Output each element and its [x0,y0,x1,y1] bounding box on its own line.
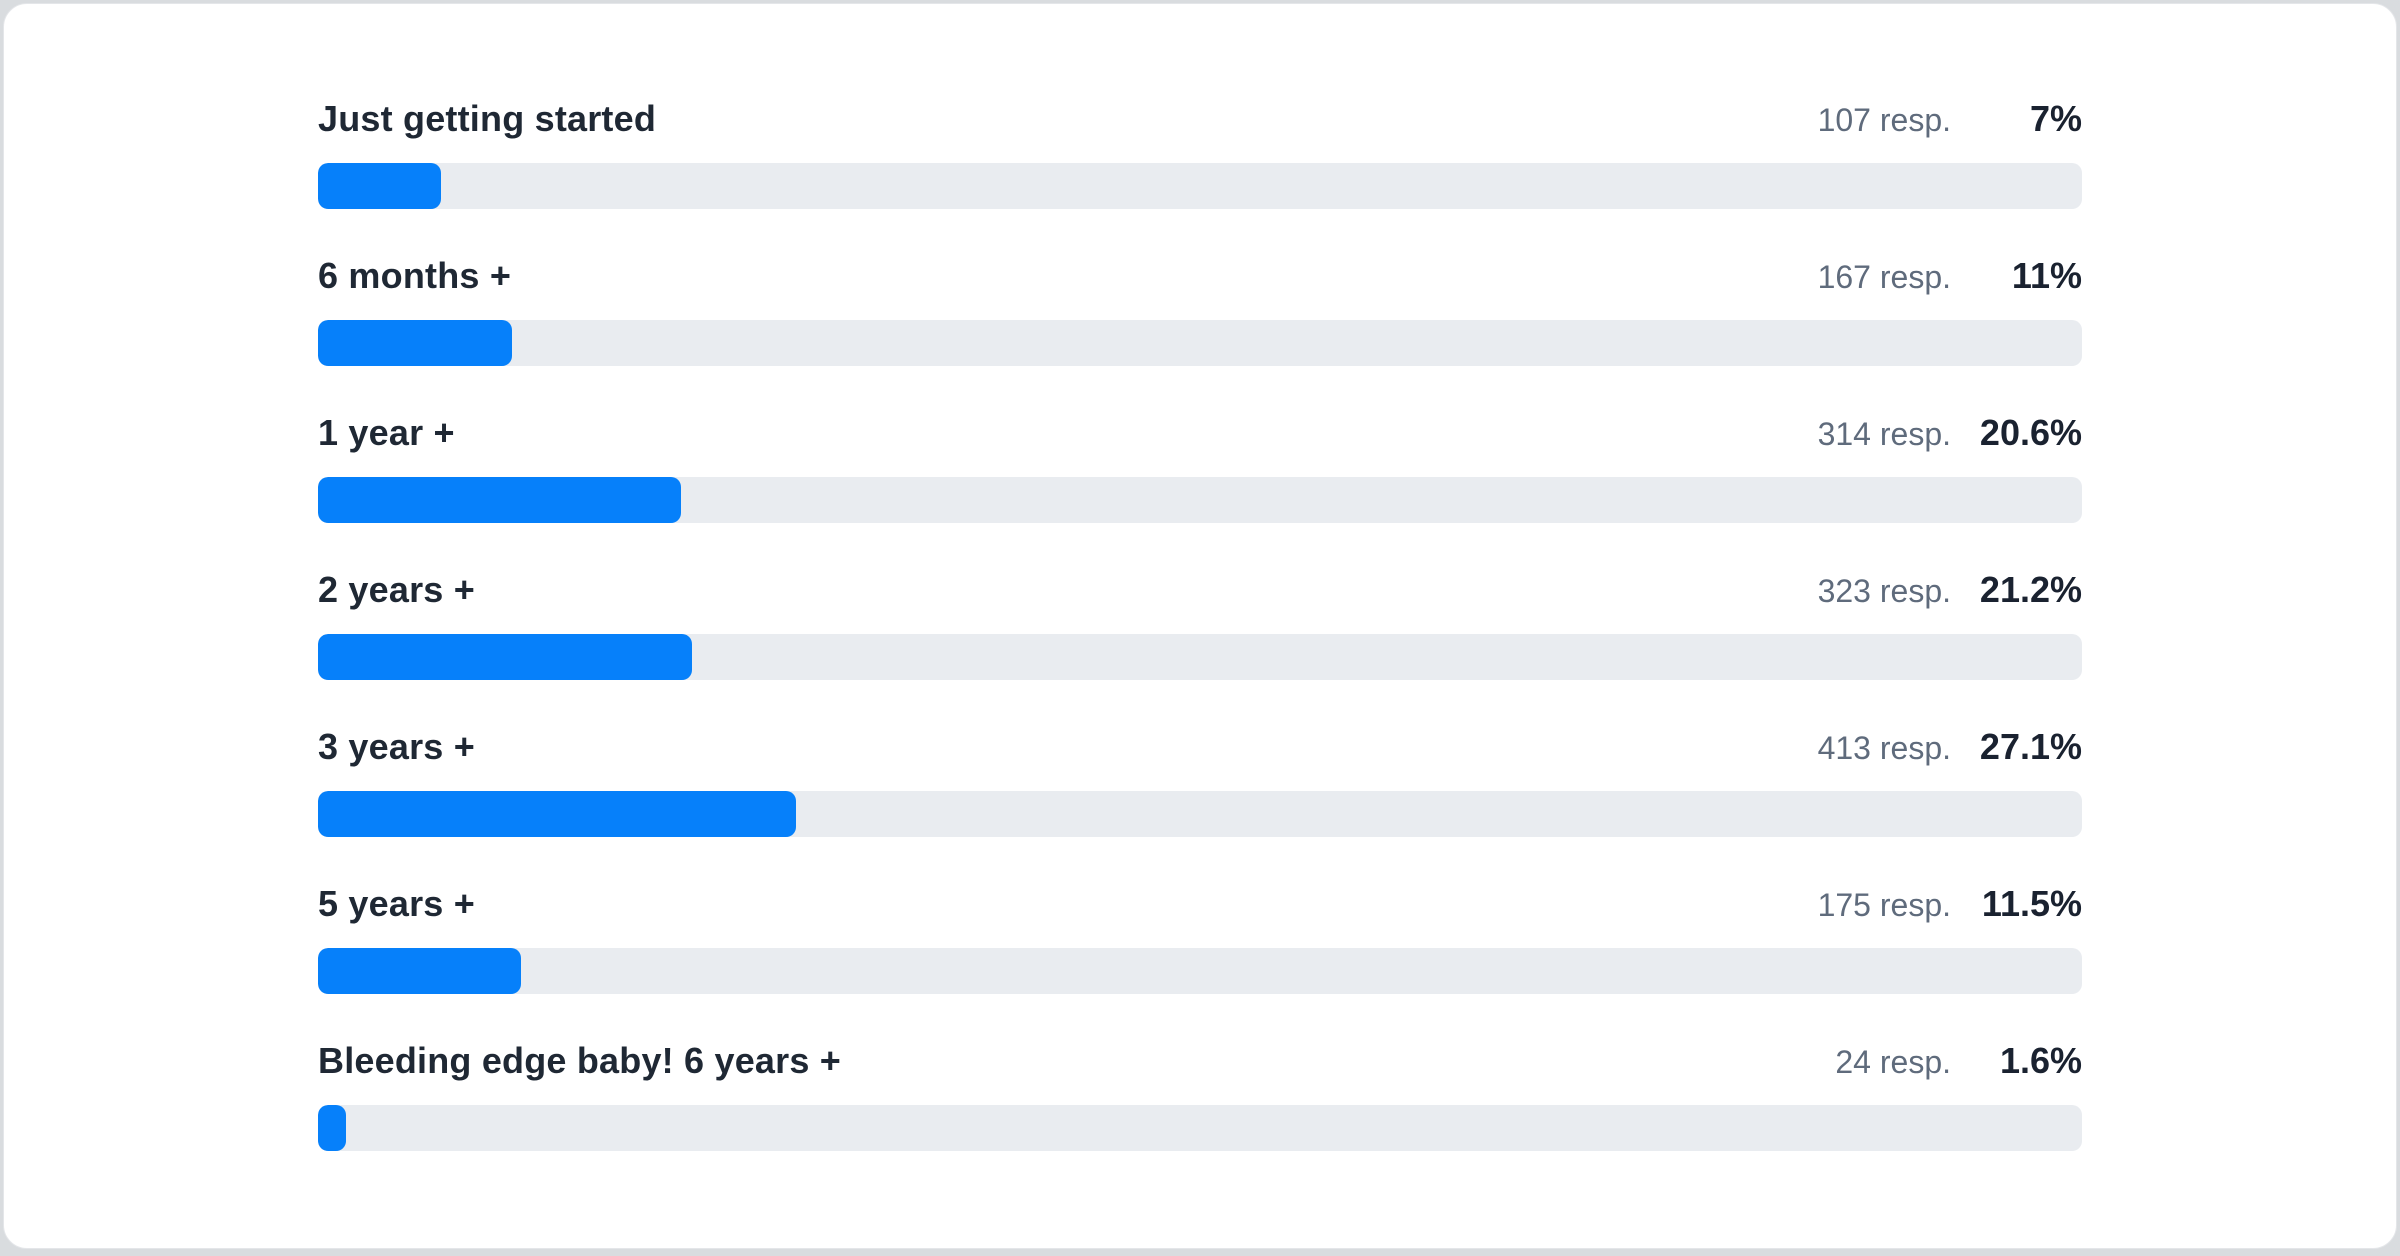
survey-results-card: Just getting started 107 resp. 7% 6 mont… [3,3,2397,1249]
poll-option-row: 3 years + 413 resp. 27.1% [318,724,2082,837]
percentage-value: 27.1% [1979,726,2082,767]
progress-bar-fill [318,1105,347,1151]
poll-option-row: 2 years + 323 resp. 21.2% [318,567,2082,680]
option-stats: 175 resp. 11.5% [1818,881,2082,928]
response-count: 323 resp. [1817,573,1951,609]
progress-bar-fill [318,948,521,994]
poll-option-header: 5 years + 175 resp. 11.5% [318,881,2082,927]
percentage-value: 11% [2011,255,2082,296]
poll-option-header: 2 years + 323 resp. 21.2% [318,567,2082,613]
option-stats: 314 resp. 20.6% [1818,410,2082,457]
option-label: 6 months + [318,255,512,296]
poll-option-row: 6 months + 167 resp. 11% [318,253,2082,366]
option-stats: 323 resp. 21.2% [1818,567,2082,614]
progress-bar-fill [318,634,692,680]
progress-bar-track [318,477,2082,523]
option-stats: 413 resp. 27.1% [1818,724,2082,771]
progress-bar-track [318,1105,2082,1151]
poll-results-list: Just getting started 107 resp. 7% 6 mont… [318,96,2082,1151]
progress-bar-fill [318,477,682,523]
response-count: 314 resp. [1817,416,1951,452]
progress-bar-fill [318,163,442,209]
percentage-value: 21.2% [1979,569,2082,610]
poll-option-header: 1 year + 314 resp. 20.6% [318,410,2082,456]
percentage-value: 20.6% [1979,412,2082,453]
percentage-value: 1.6% [1999,1040,2082,1081]
progress-bar-track [318,791,2082,837]
progress-bar-track [318,320,2082,366]
response-count: 107 resp. [1817,102,1951,138]
poll-option-row: Just getting started 107 resp. 7% [318,96,2082,209]
option-label: Bleeding edge baby! 6 years + [318,1040,842,1081]
poll-option-header: Bleeding edge baby! 6 years + 24 resp. 1… [318,1038,2082,1084]
progress-bar-track [318,634,2082,680]
option-label: 5 years + [318,883,475,924]
response-count: 175 resp. [1817,887,1951,923]
percentage-value: 7% [2029,98,2082,139]
response-count: 413 resp. [1817,730,1951,766]
poll-option-header: 6 months + 167 resp. 11% [318,253,2082,299]
poll-option-header: Just getting started 107 resp. 7% [318,96,2082,142]
option-stats: 24 resp. 1.6% [1835,1038,2082,1085]
option-stats: 167 resp. 11% [1818,253,2082,300]
option-stats: 107 resp. 7% [1818,96,2082,143]
poll-option-row: 5 years + 175 resp. 11.5% [318,881,2082,994]
poll-option-row: 1 year + 314 resp. 20.6% [318,410,2082,523]
option-label: 2 years + [318,569,475,610]
percentage-value: 11.5% [1981,883,2082,924]
response-count: 24 resp. [1835,1044,1951,1080]
progress-bar-fill [318,791,797,837]
poll-option-header: 3 years + 413 resp. 27.1% [318,724,2082,770]
option-label: 3 years + [318,726,475,767]
progress-bar-track [318,163,2082,209]
option-label: Just getting started [318,98,657,139]
poll-option-row: Bleeding edge baby! 6 years + 24 resp. 1… [318,1038,2082,1151]
progress-bar-track [318,948,2082,994]
response-count: 167 resp. [1817,259,1951,295]
option-label: 1 year + [318,412,455,453]
progress-bar-fill [318,320,513,366]
